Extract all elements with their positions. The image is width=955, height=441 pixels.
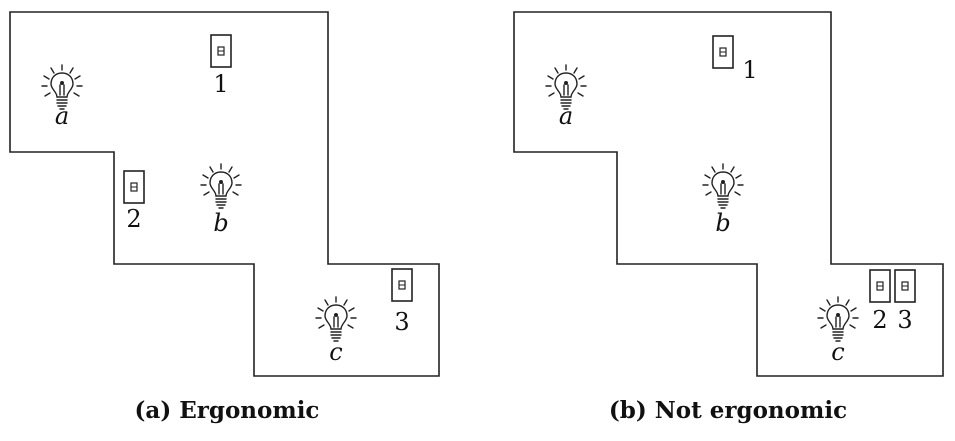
panel-caption: (a) Ergonomic	[135, 397, 320, 424]
switch-label: 1	[213, 70, 228, 98]
light-bulb-icon	[315, 296, 357, 342]
light-label: a	[559, 102, 573, 130]
light-switch-icon	[210, 34, 232, 68]
switch-label: 3	[394, 308, 409, 336]
light-bulb-icon	[702, 163, 744, 209]
panel-b: a 1 b 2 3 c (b) Not ergonomic	[513, 11, 944, 424]
light-label: b	[715, 209, 730, 237]
panel-caption: (b) Not ergonomic	[609, 397, 847, 424]
light-switch-icon	[391, 268, 413, 302]
light-label: b	[213, 209, 228, 237]
light-switch-icon	[123, 170, 145, 204]
light-switch-icon	[894, 269, 916, 303]
light-bulb-icon	[817, 296, 859, 342]
room-outline	[513, 11, 944, 377]
light-switch-icon	[869, 269, 891, 303]
light-label: c	[831, 338, 844, 366]
light-switch-icon	[712, 35, 734, 69]
switch-label: 3	[897, 306, 912, 334]
light-bulb-icon	[200, 163, 242, 209]
switch-label: 2	[872, 306, 887, 334]
switch-label: 2	[126, 205, 141, 233]
room-outline	[9, 11, 440, 377]
light-label: c	[329, 338, 342, 366]
panel-a: a 1 2 b 3 c (a) Ergonomic	[9, 11, 440, 424]
switch-label: 1	[742, 56, 757, 84]
light-label: a	[55, 102, 69, 130]
